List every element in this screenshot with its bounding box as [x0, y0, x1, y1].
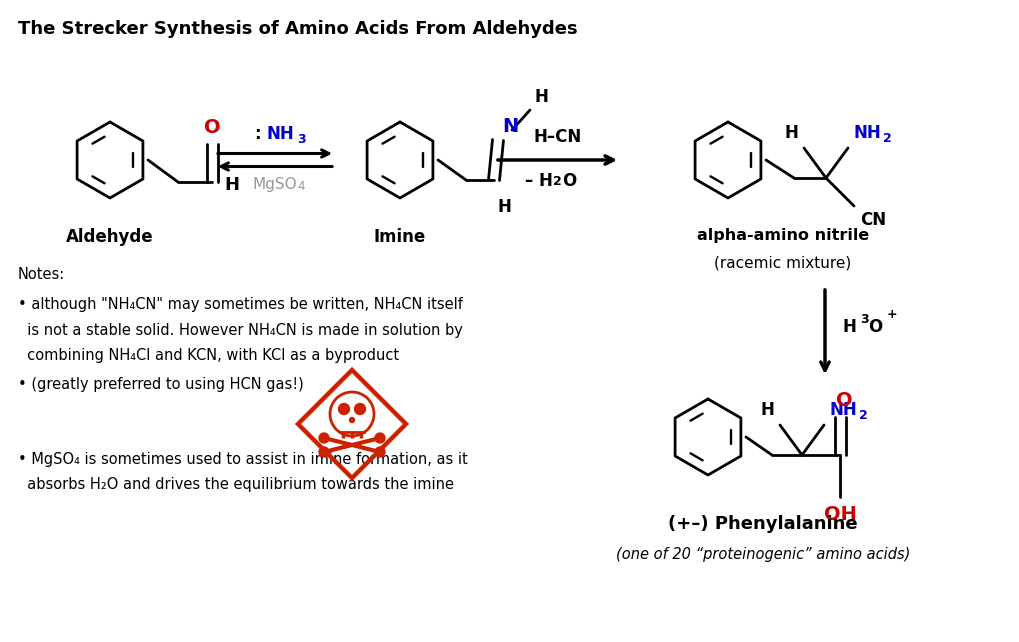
Text: +: +: [887, 308, 897, 320]
Text: H: H: [496, 198, 511, 216]
Text: (+–) Phenylalanine: (+–) Phenylalanine: [667, 515, 857, 533]
Text: H: H: [224, 176, 238, 194]
Text: O: O: [204, 118, 220, 137]
Text: 2: 2: [858, 409, 867, 422]
Circle shape: [338, 404, 350, 415]
Text: H: H: [784, 124, 797, 142]
Text: alpha-amino nitrile: alpha-amino nitrile: [696, 228, 868, 243]
Text: Notes:: Notes:: [18, 267, 65, 282]
Text: O: O: [867, 318, 881, 336]
Circle shape: [355, 404, 365, 415]
Text: 3: 3: [859, 313, 868, 325]
Text: NH: NH: [267, 125, 294, 144]
Text: absorbs H₂O and drives the equilibrium towards the imine: absorbs H₂O and drives the equilibrium t…: [18, 478, 453, 492]
Circle shape: [350, 417, 355, 422]
Text: 3: 3: [297, 134, 306, 146]
Text: N: N: [501, 117, 518, 136]
Text: NH: NH: [852, 124, 879, 142]
Circle shape: [375, 433, 384, 443]
Text: H: H: [842, 318, 856, 336]
Text: • although "NH₄CN" may sometimes be written, NH₄CN itself: • although "NH₄CN" may sometimes be writ…: [18, 297, 463, 312]
Text: – H: – H: [524, 172, 552, 190]
Text: Imine: Imine: [374, 228, 426, 246]
Text: The Strecker Synthesis of Amino Acids From Aldehydes: The Strecker Synthesis of Amino Acids Fr…: [18, 20, 577, 38]
Text: H: H: [759, 401, 773, 419]
Text: MgSO: MgSO: [253, 177, 297, 191]
Text: Aldehyde: Aldehyde: [66, 228, 154, 246]
Text: O: O: [835, 391, 852, 410]
Text: OH: OH: [822, 505, 856, 524]
Text: 4: 4: [297, 180, 305, 193]
Text: 2: 2: [553, 175, 561, 188]
Text: combining NH₄Cl and KCN, with KCl as a byproduct: combining NH₄Cl and KCN, with KCl as a b…: [18, 348, 398, 363]
Circle shape: [319, 433, 329, 443]
Text: H: H: [535, 88, 548, 106]
Text: • MgSO₄ is sometimes used to assist in imine formation, as it: • MgSO₄ is sometimes used to assist in i…: [18, 452, 468, 467]
Text: (racemic mixture): (racemic mixture): [713, 255, 851, 270]
Text: CN: CN: [859, 211, 886, 229]
Text: :: :: [255, 125, 267, 144]
Text: O: O: [561, 172, 576, 190]
Text: 2: 2: [882, 132, 891, 145]
Text: H–CN: H–CN: [533, 128, 581, 146]
Circle shape: [319, 447, 329, 457]
Circle shape: [375, 447, 384, 457]
Text: (one of 20 “proteinogenic” amino acids): (one of 20 “proteinogenic” amino acids): [615, 547, 909, 562]
Text: NH: NH: [828, 401, 856, 419]
Text: is not a stable solid. However NH₄CN is made in solution by: is not a stable solid. However NH₄CN is …: [18, 322, 463, 338]
Text: • (greatly preferred to using HCN gas!): • (greatly preferred to using HCN gas!): [18, 377, 304, 392]
